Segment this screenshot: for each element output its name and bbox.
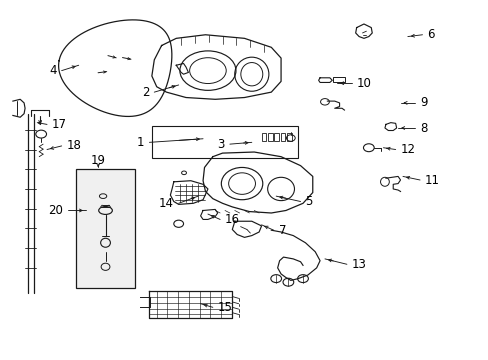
Text: 3: 3 <box>217 138 224 150</box>
Text: 14: 14 <box>159 197 173 210</box>
Bar <box>76 169 135 288</box>
Bar <box>152 126 298 158</box>
Text: 6: 6 <box>427 28 434 41</box>
Bar <box>267 134 272 141</box>
Text: 5: 5 <box>305 195 312 208</box>
Bar <box>286 134 291 141</box>
Bar <box>332 77 345 82</box>
Text: 8: 8 <box>419 122 427 135</box>
Text: 4: 4 <box>49 64 57 77</box>
Text: 16: 16 <box>224 213 240 226</box>
Text: 17: 17 <box>52 118 67 131</box>
Text: 9: 9 <box>419 96 427 109</box>
Text: 13: 13 <box>351 258 366 271</box>
Text: 18: 18 <box>66 139 81 152</box>
Text: 2: 2 <box>142 86 149 99</box>
Text: 7: 7 <box>278 224 285 237</box>
Bar <box>261 134 266 141</box>
Bar <box>280 134 285 141</box>
Text: 19: 19 <box>91 154 105 167</box>
Text: 15: 15 <box>217 301 232 314</box>
Bar <box>274 134 279 141</box>
Text: 12: 12 <box>400 143 415 156</box>
Text: 10: 10 <box>356 77 371 90</box>
Text: 20: 20 <box>48 204 63 217</box>
Text: 1: 1 <box>137 136 144 149</box>
Text: 11: 11 <box>424 174 439 186</box>
